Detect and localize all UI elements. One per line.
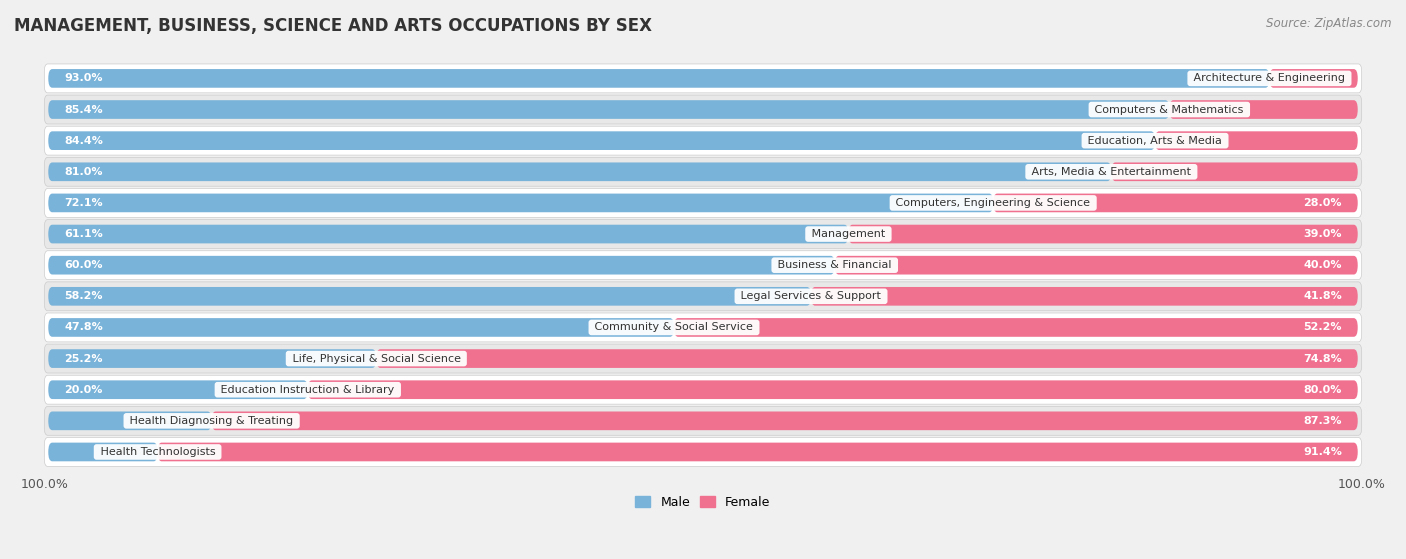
Text: Computers & Mathematics: Computers & Mathematics — [1091, 105, 1247, 115]
Text: 40.0%: 40.0% — [1303, 260, 1341, 270]
Text: 81.0%: 81.0% — [65, 167, 103, 177]
FancyBboxPatch shape — [45, 282, 1361, 311]
Text: 60.0%: 60.0% — [65, 260, 103, 270]
FancyBboxPatch shape — [673, 318, 1358, 337]
FancyBboxPatch shape — [48, 411, 212, 430]
Text: 25.2%: 25.2% — [65, 354, 103, 363]
FancyBboxPatch shape — [835, 256, 1358, 274]
Text: Computers, Engineering & Science: Computers, Engineering & Science — [893, 198, 1094, 208]
Text: Community & Social Service: Community & Social Service — [592, 323, 756, 333]
Text: Management: Management — [808, 229, 889, 239]
Legend: Male, Female: Male, Female — [630, 491, 776, 514]
FancyBboxPatch shape — [48, 193, 993, 212]
FancyBboxPatch shape — [308, 380, 1358, 399]
Text: Source: ZipAtlas.com: Source: ZipAtlas.com — [1267, 17, 1392, 30]
FancyBboxPatch shape — [48, 225, 848, 243]
FancyBboxPatch shape — [45, 126, 1361, 155]
Text: 7.0%: 7.0% — [1282, 73, 1310, 83]
FancyBboxPatch shape — [1156, 131, 1358, 150]
FancyBboxPatch shape — [1170, 100, 1358, 119]
Text: 39.0%: 39.0% — [1303, 229, 1341, 239]
FancyBboxPatch shape — [48, 100, 1170, 119]
Text: 52.2%: 52.2% — [1303, 323, 1341, 333]
Text: 12.7%: 12.7% — [163, 416, 198, 426]
Text: 14.6%: 14.6% — [1182, 105, 1218, 115]
FancyBboxPatch shape — [157, 443, 1358, 461]
FancyBboxPatch shape — [48, 256, 835, 274]
Text: Arts, Media & Entertainment: Arts, Media & Entertainment — [1028, 167, 1195, 177]
FancyBboxPatch shape — [848, 225, 1358, 243]
FancyBboxPatch shape — [212, 411, 1358, 430]
FancyBboxPatch shape — [45, 220, 1361, 249]
Text: 72.1%: 72.1% — [65, 198, 103, 208]
Text: 80.0%: 80.0% — [1303, 385, 1341, 395]
FancyBboxPatch shape — [45, 344, 1361, 373]
FancyBboxPatch shape — [377, 349, 1358, 368]
Text: Architecture & Engineering: Architecture & Engineering — [1191, 73, 1348, 83]
Text: Legal Services & Support: Legal Services & Support — [737, 291, 884, 301]
FancyBboxPatch shape — [45, 438, 1361, 466]
Text: 85.4%: 85.4% — [65, 105, 103, 115]
Text: 87.3%: 87.3% — [1303, 416, 1341, 426]
FancyBboxPatch shape — [811, 287, 1358, 306]
Text: 41.8%: 41.8% — [1303, 291, 1341, 301]
FancyBboxPatch shape — [45, 313, 1361, 342]
FancyBboxPatch shape — [1111, 163, 1358, 181]
FancyBboxPatch shape — [45, 375, 1361, 404]
Text: 19.0%: 19.0% — [1125, 167, 1160, 177]
Text: Business & Financial: Business & Financial — [775, 260, 896, 270]
Text: 84.4%: 84.4% — [65, 136, 103, 146]
FancyBboxPatch shape — [45, 64, 1361, 93]
Text: 28.0%: 28.0% — [1303, 198, 1341, 208]
Text: 8.6%: 8.6% — [117, 447, 145, 457]
Text: MANAGEMENT, BUSINESS, SCIENCE AND ARTS OCCUPATIONS BY SEX: MANAGEMENT, BUSINESS, SCIENCE AND ARTS O… — [14, 17, 652, 35]
Text: 93.0%: 93.0% — [65, 73, 103, 83]
FancyBboxPatch shape — [45, 95, 1361, 124]
Text: Health Diagnosing & Treating: Health Diagnosing & Treating — [127, 416, 297, 426]
Text: Health Technologists: Health Technologists — [97, 447, 219, 457]
Text: 74.8%: 74.8% — [1303, 354, 1341, 363]
Text: 15.7%: 15.7% — [1168, 136, 1204, 146]
FancyBboxPatch shape — [48, 380, 308, 399]
FancyBboxPatch shape — [993, 193, 1358, 212]
Text: Education, Arts & Media: Education, Arts & Media — [1084, 136, 1226, 146]
FancyBboxPatch shape — [48, 443, 157, 461]
Text: 91.4%: 91.4% — [1303, 447, 1341, 457]
Text: 47.8%: 47.8% — [65, 323, 103, 333]
FancyBboxPatch shape — [48, 163, 1111, 181]
Text: 58.2%: 58.2% — [65, 291, 103, 301]
Text: 20.0%: 20.0% — [65, 385, 103, 395]
FancyBboxPatch shape — [1270, 69, 1358, 88]
FancyBboxPatch shape — [48, 69, 1270, 88]
FancyBboxPatch shape — [45, 188, 1361, 217]
FancyBboxPatch shape — [48, 318, 673, 337]
FancyBboxPatch shape — [48, 131, 1156, 150]
Text: Life, Physical & Social Science: Life, Physical & Social Science — [288, 354, 464, 363]
FancyBboxPatch shape — [48, 287, 811, 306]
FancyBboxPatch shape — [48, 349, 377, 368]
Text: 61.1%: 61.1% — [65, 229, 103, 239]
FancyBboxPatch shape — [45, 251, 1361, 280]
FancyBboxPatch shape — [45, 157, 1361, 186]
Text: Education Instruction & Library: Education Instruction & Library — [218, 385, 398, 395]
FancyBboxPatch shape — [45, 406, 1361, 435]
